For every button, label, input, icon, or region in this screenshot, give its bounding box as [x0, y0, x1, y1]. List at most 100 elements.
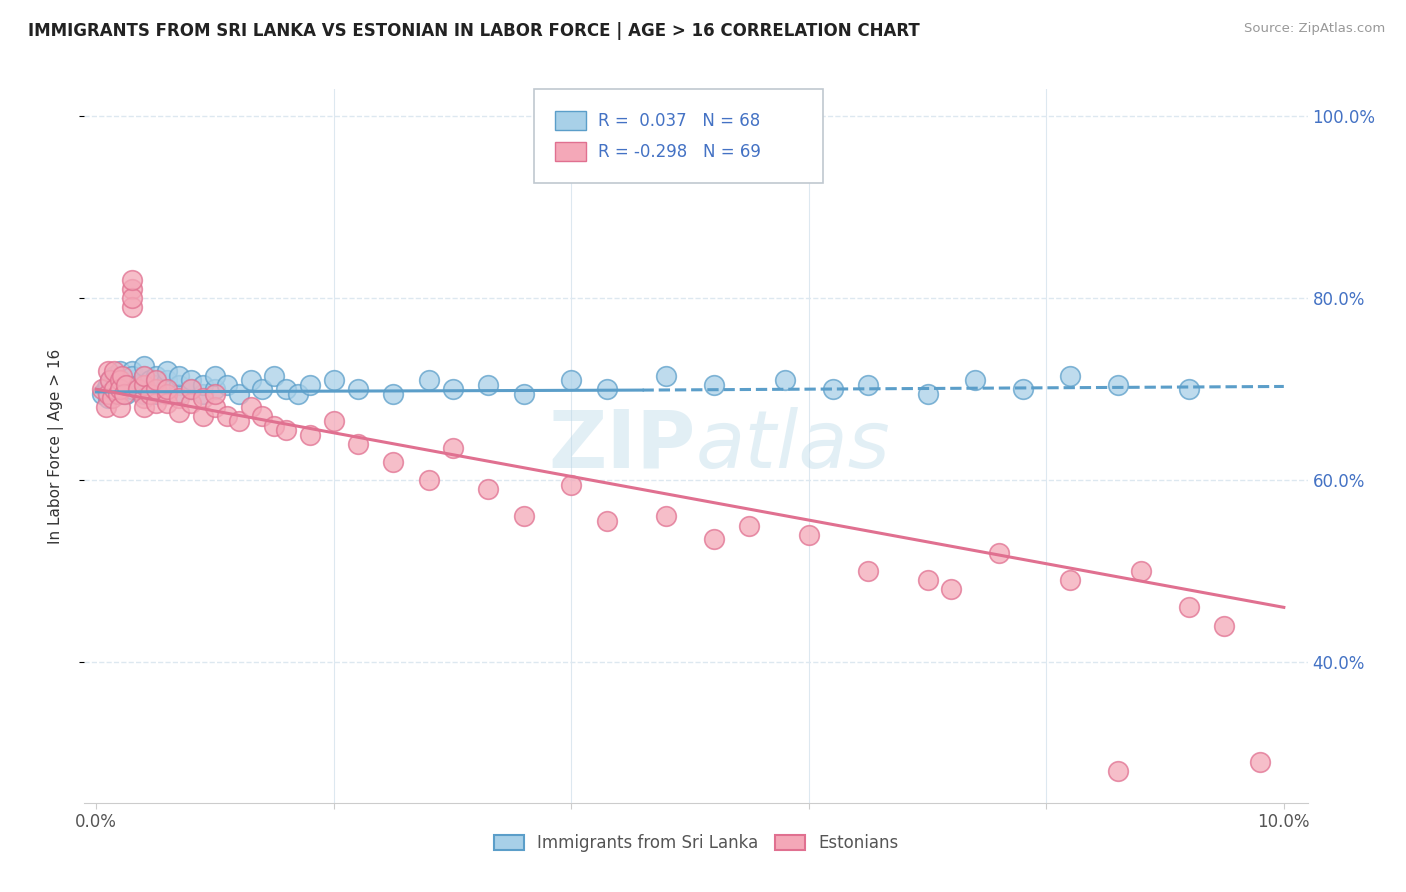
Point [127, 377, 149, 392]
Point [963, 373, 986, 387]
Point [169, 377, 191, 392]
Point [138, 386, 160, 401]
Point [145, 382, 167, 396]
Point [156, 364, 179, 378]
Point [121, 301, 143, 315]
Point [987, 546, 1010, 560]
Point [513, 509, 536, 524]
Point [108, 373, 131, 387]
Point [228, 414, 250, 428]
Point [145, 368, 167, 383]
Point [138, 373, 160, 387]
Point [121, 382, 143, 396]
Point [100, 373, 122, 387]
Point [132, 368, 155, 383]
Point [169, 386, 191, 401]
Point [132, 382, 155, 396]
Point [121, 364, 143, 378]
Point [1059, 368, 1081, 383]
Point [655, 509, 678, 524]
Point [441, 382, 464, 396]
Point [191, 391, 214, 405]
Point [703, 377, 725, 392]
Point [103, 382, 125, 396]
Point [103, 364, 125, 378]
Point [107, 377, 129, 392]
Point [97, 386, 120, 401]
Point [1178, 382, 1201, 396]
Point [156, 396, 179, 410]
Point [797, 527, 820, 541]
Point [108, 373, 131, 387]
Point [145, 396, 167, 410]
Point [204, 401, 226, 415]
Y-axis label: In Labor Force | Age > 16: In Labor Force | Age > 16 [48, 349, 63, 543]
Point [418, 373, 440, 387]
Point [298, 427, 321, 442]
Point [941, 582, 963, 597]
Text: R =  0.037   N = 68: R = 0.037 N = 68 [598, 112, 759, 129]
Point [145, 377, 167, 392]
Point [276, 382, 298, 396]
Point [263, 418, 285, 433]
Point [1130, 564, 1153, 578]
Point [111, 377, 134, 392]
Point [132, 377, 155, 392]
Point [132, 386, 155, 401]
Point [1178, 600, 1201, 615]
Point [108, 401, 131, 415]
Point [346, 436, 368, 450]
Point [112, 386, 135, 401]
Point [100, 373, 122, 387]
Point [596, 514, 619, 528]
Point [103, 382, 125, 396]
Point [276, 423, 298, 437]
Text: Source: ZipAtlas.com: Source: ZipAtlas.com [1244, 22, 1385, 36]
Point [513, 386, 536, 401]
Point [91, 386, 114, 401]
Point [108, 386, 131, 401]
Point [132, 401, 155, 415]
Point [91, 382, 114, 396]
Point [169, 368, 191, 383]
Point [156, 373, 179, 387]
Point [180, 396, 202, 410]
Point [191, 386, 214, 401]
Point [156, 382, 179, 396]
Point [100, 386, 122, 401]
Point [145, 386, 167, 401]
Point [115, 377, 138, 392]
Point [382, 386, 405, 401]
Point [322, 373, 344, 387]
Point [252, 382, 274, 396]
Point [477, 482, 499, 496]
Point [94, 401, 117, 415]
Point [418, 473, 440, 487]
Point [108, 382, 131, 396]
Point [228, 386, 250, 401]
Point [94, 382, 117, 396]
Point [1011, 382, 1033, 396]
Text: IMMIGRANTS FROM SRI LANKA VS ESTONIAN IN LABOR FORCE | AGE > 16 CORRELATION CHAR: IMMIGRANTS FROM SRI LANKA VS ESTONIAN IN… [28, 22, 920, 40]
Point [856, 377, 879, 392]
Point [111, 368, 134, 383]
Point [156, 382, 179, 396]
Point [204, 386, 226, 401]
Point [1107, 377, 1129, 392]
Point [103, 368, 125, 383]
Point [441, 442, 464, 456]
Legend: Immigrants from Sri Lanka, Estonians: Immigrants from Sri Lanka, Estonians [486, 828, 905, 859]
Point [596, 382, 619, 396]
Point [322, 414, 344, 428]
Point [821, 382, 844, 396]
Point [132, 368, 155, 383]
Point [738, 518, 761, 533]
Point [132, 359, 155, 374]
Point [121, 282, 143, 296]
Point [204, 382, 226, 396]
Point [856, 564, 879, 578]
Point [703, 532, 725, 546]
Point [560, 477, 582, 491]
Point [121, 291, 143, 305]
Point [239, 373, 262, 387]
